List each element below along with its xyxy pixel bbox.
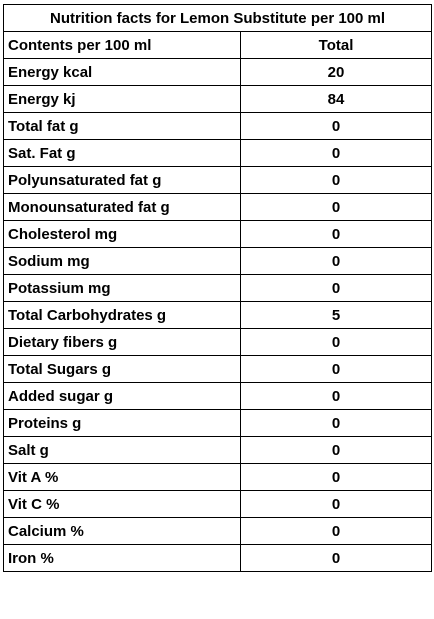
nutrient-value: 0	[239, 220, 433, 248]
nutrient-label: Monounsaturated fat g	[3, 193, 241, 221]
table-row: Vit A % 0	[3, 463, 433, 491]
nutrient-value: 0	[239, 382, 433, 410]
title-row: Nutrition facts for Lemon Substitute per…	[2, 4, 433, 32]
nutrient-value: 20	[239, 58, 433, 86]
nutrient-label: Calcium %	[3, 517, 241, 545]
nutrient-label: Dietary fibers g	[3, 328, 241, 356]
nutrient-label: Total fat g	[3, 112, 241, 140]
nutrition-facts-table: Nutrition facts for Lemon Substitute per…	[2, 4, 433, 572]
table-row: Energy kj 84	[3, 85, 433, 113]
nutrient-label: Iron %	[3, 544, 241, 572]
nutrient-value: 0	[239, 193, 433, 221]
table-title: Nutrition facts for Lemon Substitute per…	[2, 4, 433, 32]
nutrient-value: 0	[239, 544, 433, 572]
nutrient-label: Cholesterol mg	[3, 220, 241, 248]
header-label-cell: Contents per 100 ml	[3, 31, 241, 59]
nutrient-value: 0	[239, 490, 433, 518]
nutrient-label: Vit A %	[3, 463, 241, 491]
nutrient-value: 0	[239, 139, 433, 167]
header-value-cell: Total	[239, 31, 433, 59]
table-row: Cholesterol mg 0	[3, 220, 433, 248]
nutrient-value: 0	[239, 436, 433, 464]
nutrient-label: Total Carbohydrates g	[3, 301, 241, 329]
nutrient-label: Added sugar g	[3, 382, 241, 410]
table-row: Potassium mg 0	[3, 274, 433, 302]
nutrient-label: Energy kj	[3, 85, 241, 113]
nutrient-label: Salt g	[3, 436, 241, 464]
nutrient-value: 0	[239, 247, 433, 275]
table-row: Iron % 0	[3, 544, 433, 572]
nutrient-value: 0	[239, 328, 433, 356]
nutrient-label: Sat. Fat g	[3, 139, 241, 167]
nutrient-label: Vit C %	[3, 490, 241, 518]
nutrient-value: 0	[239, 112, 433, 140]
nutrient-label: Sodium mg	[3, 247, 241, 275]
table-row: Sodium mg 0	[3, 247, 433, 275]
nutrient-value: 0	[239, 409, 433, 437]
nutrient-label: Polyunsaturated fat g	[3, 166, 241, 194]
table-row: Calcium % 0	[3, 517, 433, 545]
nutrient-value: 0	[239, 517, 433, 545]
nutrient-value: 84	[239, 85, 433, 113]
nutrient-label: Potassium mg	[3, 274, 241, 302]
nutrient-label: Total Sugars g	[3, 355, 241, 383]
nutrition-table-body: Nutrition facts for Lemon Substitute per…	[2, 4, 433, 572]
header-row: Contents per 100 ml Total	[3, 31, 433, 59]
nutrient-value: 0	[239, 463, 433, 491]
nutrient-value: 0	[239, 274, 433, 302]
nutrient-label: Proteins g	[3, 409, 241, 437]
table-row: Energy kcal 20	[3, 58, 433, 86]
nutrient-value: 0	[239, 355, 433, 383]
nutrient-value: 5	[239, 301, 433, 329]
nutrient-label: Energy kcal	[3, 58, 241, 86]
table-row: Vit C % 0	[3, 490, 433, 518]
nutrient-value: 0	[239, 166, 433, 194]
